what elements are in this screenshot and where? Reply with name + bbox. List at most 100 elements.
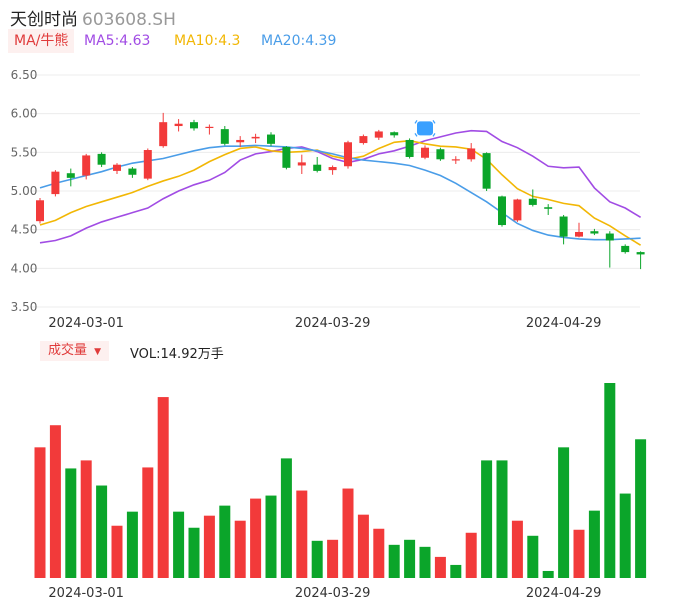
- candle[interactable]: [82, 153, 91, 180]
- volume-bar[interactable]: [80, 460, 92, 578]
- candle[interactable]: [559, 214, 568, 245]
- volume-bar[interactable]: [588, 510, 600, 578]
- dropdown-arrow-icon: ▼: [94, 347, 102, 357]
- volume-bar[interactable]: [404, 539, 416, 578]
- volume-bar[interactable]: [342, 488, 354, 578]
- volume-bar[interactable]: [126, 511, 138, 578]
- candle-body: [205, 126, 214, 129]
- candle-body: [66, 173, 75, 178]
- volume-bar[interactable]: [280, 458, 292, 578]
- volume-bar[interactable]: [511, 520, 523, 578]
- candle[interactable]: [605, 231, 614, 268]
- volume-tag-label: 成交量: [48, 343, 88, 358]
- candle[interactable]: [282, 146, 291, 170]
- candle[interactable]: [143, 148, 152, 181]
- volume-bar[interactable]: [465, 532, 477, 578]
- candle[interactable]: [267, 132, 275, 147]
- candle[interactable]: [575, 222, 583, 238]
- volume-date-tick-label: 2024-04-29: [526, 586, 602, 601]
- volume-bar[interactable]: [203, 515, 215, 578]
- volume-bar[interactable]: [388, 544, 400, 578]
- candle-body: [436, 149, 445, 160]
- volume-bar[interactable]: [527, 535, 539, 578]
- volume-bar[interactable]: [142, 467, 154, 578]
- candlestick-chart[interactable]: 6.50 6.00 5.50 5.00 4.50 4.00 3.50 2024-03-01 20…: [0, 60, 686, 335]
- candle-body: [113, 164, 121, 171]
- candle[interactable]: [374, 129, 383, 140]
- candle-body: [467, 148, 476, 160]
- candle[interactable]: [328, 165, 337, 175]
- volume-bar[interactable]: [604, 383, 616, 578]
- volume-bar[interactable]: [96, 485, 108, 578]
- volume-bar[interactable]: [49, 425, 61, 578]
- candle[interactable]: [390, 131, 399, 138]
- volume-bar[interactable]: [558, 447, 570, 578]
- volume-bar[interactable]: [419, 546, 431, 578]
- candle[interactable]: [344, 140, 352, 169]
- candle[interactable]: [51, 170, 60, 197]
- candle[interactable]: [97, 152, 106, 168]
- volume-bar[interactable]: [327, 539, 339, 578]
- volume-bar[interactable]: [373, 528, 385, 578]
- volume-bar[interactable]: [434, 556, 446, 578]
- volume-bar[interactable]: [573, 529, 585, 578]
- volume-indicator-selector[interactable]: 成交量 ▼: [40, 341, 110, 361]
- candle[interactable]: [205, 124, 214, 135]
- candle[interactable]: [498, 195, 506, 227]
- candle-body: [82, 155, 91, 176]
- volume-bar[interactable]: [250, 498, 262, 578]
- candle[interactable]: [359, 134, 368, 145]
- candle[interactable]: [159, 112, 168, 148]
- volume-bar[interactable]: [311, 540, 323, 578]
- volume-bar[interactable]: [635, 439, 647, 578]
- candle-body: [482, 153, 491, 189]
- candle[interactable]: [220, 126, 229, 146]
- candle[interactable]: [190, 119, 198, 131]
- volume-bar[interactable]: [450, 564, 462, 578]
- candle[interactable]: [36, 197, 44, 224]
- volume-bar[interactable]: [619, 493, 631, 578]
- volume-bar[interactable]: [481, 460, 493, 578]
- price-tick-label: 5.50: [11, 145, 38, 159]
- volume-bar[interactable]: [265, 495, 277, 578]
- candle[interactable]: [467, 143, 476, 162]
- candle[interactable]: [513, 198, 522, 222]
- candle[interactable]: [66, 168, 75, 187]
- candle[interactable]: [405, 138, 414, 159]
- ma-indicator-selector[interactable]: MA/牛熊: [8, 29, 75, 53]
- volume-bar[interactable]: [496, 460, 508, 578]
- candle[interactable]: [421, 145, 429, 160]
- volume-bar[interactable]: [357, 514, 369, 578]
- candle[interactable]: [528, 189, 537, 207]
- price-tick-label: 5.00: [11, 184, 38, 198]
- candle[interactable]: [313, 156, 322, 173]
- candle-body: [159, 122, 168, 147]
- candle[interactable]: [297, 154, 306, 174]
- volume-bar[interactable]: [296, 490, 308, 578]
- candle[interactable]: [636, 251, 645, 270]
- candle[interactable]: [251, 133, 260, 144]
- candle[interactable]: [236, 136, 245, 147]
- candle[interactable]: [621, 244, 630, 254]
- volume-bar[interactable]: [219, 505, 231, 578]
- candle[interactable]: [590, 228, 599, 236]
- volume-bar[interactable]: [157, 397, 169, 578]
- volume-bar[interactable]: [542, 570, 554, 578]
- volume-bar[interactable]: [173, 511, 185, 578]
- candle-body: [220, 129, 229, 144]
- candle[interactable]: [436, 147, 445, 161]
- volume-chart[interactable]: 2024-03-01 2024-03-29 2024-04-29: [0, 365, 686, 606]
- volume-bar[interactable]: [65, 468, 77, 578]
- candle[interactable]: [482, 152, 491, 191]
- candle[interactable]: [451, 156, 460, 164]
- volume-bar[interactable]: [34, 447, 46, 578]
- candle[interactable]: [113, 163, 121, 174]
- candle-body: [605, 233, 614, 241]
- volume-bar[interactable]: [111, 525, 123, 578]
- candle[interactable]: [544, 204, 553, 215]
- volume-bar[interactable]: [234, 520, 246, 578]
- candle[interactable]: [174, 119, 183, 132]
- event-marker-icon[interactable]: [414, 120, 436, 137]
- candle[interactable]: [128, 167, 137, 178]
- volume-bar[interactable]: [188, 527, 200, 578]
